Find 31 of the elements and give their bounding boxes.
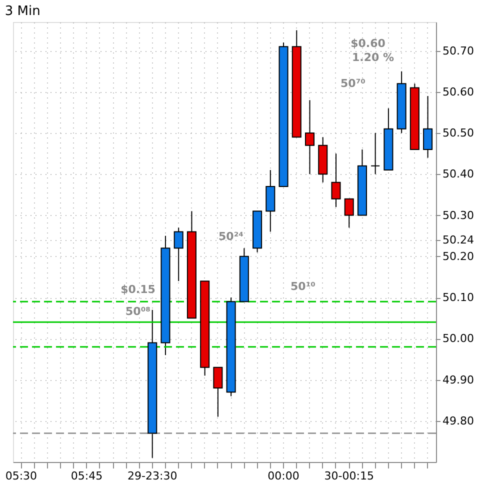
candlestick bbox=[423, 96, 433, 158]
x-tick-label: 05:30 bbox=[5, 470, 38, 482]
candlestick bbox=[304, 100, 315, 175]
annotation: 50¹⁰ bbox=[290, 280, 316, 293]
y-tick-label: 50.00 bbox=[442, 332, 474, 346]
x-tick-label: 30-00:15 bbox=[324, 470, 374, 482]
candlestick bbox=[331, 153, 341, 208]
candlestick bbox=[370, 132, 380, 175]
y-tick-label: 50.24 bbox=[442, 233, 474, 246]
annotation: 50²⁴ bbox=[218, 230, 244, 243]
y-tick-label: 49.80 bbox=[442, 414, 474, 428]
annotation: 50⁰⁸ bbox=[126, 305, 151, 318]
y-tick-label: 50.50 bbox=[442, 126, 474, 140]
annotation: $0.60 bbox=[350, 37, 386, 50]
y-tick-label: 49.90 bbox=[442, 373, 474, 386]
y-tick-label: 50.10 bbox=[442, 291, 474, 304]
y-tick-label: 50.20 bbox=[442, 250, 474, 263]
annotation: $0.15 bbox=[120, 283, 156, 296]
x-tick-label: 00:00 bbox=[268, 470, 300, 482]
annotation: 50⁷⁰ bbox=[340, 77, 366, 90]
candlestick bbox=[213, 366, 223, 418]
y-tick-label: 50.70 bbox=[442, 44, 474, 58]
annotation: 1.20 % bbox=[352, 51, 394, 64]
x-tick-label: 05:45 bbox=[70, 470, 103, 482]
y-tick-label: 50.40 bbox=[442, 168, 474, 181]
y-tick-label: 50.30 bbox=[442, 208, 474, 222]
x-tick-label: 29-23:30 bbox=[128, 470, 178, 482]
y-tick-label: 50.60 bbox=[442, 85, 474, 98]
chart-title: 3 Min bbox=[4, 4, 40, 19]
candlestick bbox=[344, 198, 354, 228]
candlestick bbox=[174, 227, 184, 282]
